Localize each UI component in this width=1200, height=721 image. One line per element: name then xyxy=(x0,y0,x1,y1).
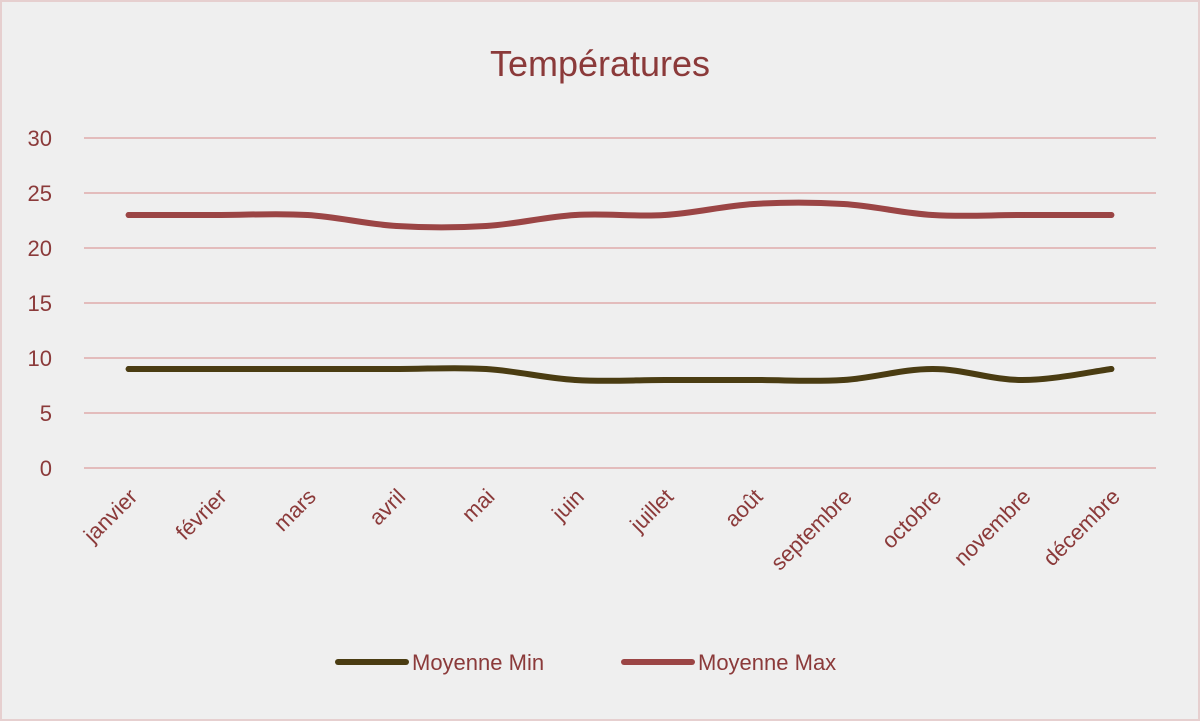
data-point xyxy=(840,377,847,383)
y-tick-label: 5 xyxy=(40,401,52,426)
data-point xyxy=(929,366,936,372)
series-line-1 xyxy=(125,199,1115,231)
data-point xyxy=(483,366,489,372)
data-point xyxy=(483,223,489,229)
y-tick-label: 30 xyxy=(28,126,52,151)
x-tick-label: août xyxy=(720,484,768,532)
chart-title: Températures xyxy=(490,43,710,84)
y-tick-label: 15 xyxy=(28,291,52,316)
data-point xyxy=(125,366,132,372)
data-point xyxy=(393,366,400,372)
x-tick-label: avril xyxy=(364,484,410,530)
data-point xyxy=(304,366,311,372)
data-point xyxy=(751,201,757,207)
data-point xyxy=(661,212,668,218)
series-line-0 xyxy=(125,365,1115,384)
x-tick-label: février xyxy=(171,484,232,545)
y-tick-label: 25 xyxy=(28,181,52,206)
x-tick-label: juillet xyxy=(624,484,678,538)
data-point xyxy=(215,366,221,372)
data-point xyxy=(1019,377,1025,383)
x-tick-label: janvier xyxy=(78,484,142,548)
data-point xyxy=(572,377,579,383)
legend-label: Moyenne Min xyxy=(412,650,544,675)
series-lines xyxy=(125,199,1115,384)
x-tick-label: juin xyxy=(546,484,589,527)
x-tick-label: mars xyxy=(269,484,321,536)
data-point xyxy=(572,212,579,218)
data-point xyxy=(125,212,132,218)
gridlines xyxy=(84,137,1156,469)
y-tick-label: 10 xyxy=(28,346,52,371)
data-point xyxy=(1019,212,1025,218)
data-point xyxy=(661,377,668,383)
x-tick-label: septembre xyxy=(766,484,857,575)
data-point xyxy=(215,212,221,218)
data-point xyxy=(1108,212,1115,218)
x-tick-label: mai xyxy=(457,484,500,527)
y-axis-ticks: 0 5 10 15 20 25 30 xyxy=(28,126,52,481)
x-tick-label: décembre xyxy=(1038,484,1125,571)
data-point xyxy=(751,377,757,383)
data-point xyxy=(929,212,936,218)
y-tick-label: 20 xyxy=(28,236,52,261)
data-point xyxy=(840,201,847,207)
data-point xyxy=(1108,366,1115,372)
x-axis-ticks: janvier février mars avril mai juin juillet aoû… xyxy=(78,484,1125,575)
x-tick-label: octobre xyxy=(877,484,947,554)
data-point xyxy=(304,212,311,218)
x-tick-label: novembre xyxy=(949,484,1036,571)
legend-label: Moyenne Max xyxy=(698,650,836,675)
y-tick-label: 0 xyxy=(40,456,52,481)
data-point xyxy=(393,223,400,229)
legend: Moyenne Min Moyenne Max xyxy=(335,650,836,675)
